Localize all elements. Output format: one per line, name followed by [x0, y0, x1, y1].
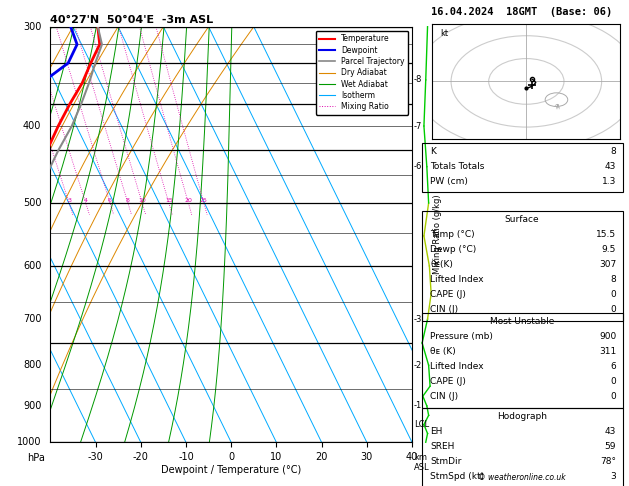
Text: CAPE (J): CAPE (J): [430, 290, 466, 299]
Text: 16.04.2024  18GMT  (Base: 06): 16.04.2024 18GMT (Base: 06): [431, 7, 613, 17]
Text: 59: 59: [604, 442, 616, 451]
Text: Hodograph: Hodograph: [497, 412, 547, 421]
Text: 300: 300: [23, 22, 42, 32]
Text: 3: 3: [67, 198, 71, 203]
Text: 500: 500: [23, 198, 42, 208]
Text: 0: 0: [610, 377, 616, 386]
Text: 8: 8: [610, 147, 616, 156]
Text: ⚗: ⚗: [554, 104, 560, 110]
Text: Lifted Index: Lifted Index: [430, 275, 484, 284]
Text: 6: 6: [108, 198, 112, 203]
Legend: Temperature, Dewpoint, Parcel Trajectory, Dry Adiabat, Wet Adiabat, Isotherm, Mi: Temperature, Dewpoint, Parcel Trajectory…: [316, 31, 408, 115]
Text: 15: 15: [165, 198, 173, 203]
Text: km
ASL: km ASL: [414, 452, 430, 472]
Text: -2: -2: [414, 361, 422, 370]
Text: 4: 4: [84, 198, 87, 203]
Text: 0: 0: [610, 305, 616, 314]
Text: SREH: SREH: [430, 442, 455, 451]
Text: 0: 0: [610, 392, 616, 401]
Text: Most Unstable: Most Unstable: [490, 317, 554, 326]
Text: 0: 0: [610, 290, 616, 299]
Text: -6: -6: [414, 162, 422, 171]
Text: CIN (J): CIN (J): [430, 392, 459, 401]
Text: CAPE (J): CAPE (J): [430, 377, 466, 386]
Text: hPa: hPa: [27, 452, 45, 463]
Text: kt: kt: [440, 29, 448, 38]
X-axis label: Dewpoint / Temperature (°C): Dewpoint / Temperature (°C): [161, 465, 301, 475]
Text: 600: 600: [23, 261, 42, 271]
Text: Pressure (mb): Pressure (mb): [430, 332, 493, 341]
Text: StmSpd (kt): StmSpd (kt): [430, 472, 484, 481]
Text: θᴇ (K): θᴇ (K): [430, 347, 456, 356]
Text: LCL: LCL: [414, 420, 429, 429]
Text: -1: -1: [414, 401, 422, 410]
Text: Mixing Ratio (g/kg): Mixing Ratio (g/kg): [433, 195, 442, 274]
Text: Dewp (°C): Dewp (°C): [430, 245, 476, 254]
Text: 307: 307: [599, 260, 616, 269]
Text: 43: 43: [605, 427, 616, 436]
Text: 1000: 1000: [17, 437, 42, 447]
Text: PW (cm): PW (cm): [430, 177, 468, 186]
Text: 3: 3: [610, 472, 616, 481]
Text: 6: 6: [610, 362, 616, 371]
Text: 900: 900: [23, 401, 42, 411]
Text: StmDir: StmDir: [430, 457, 462, 466]
Text: 900: 900: [599, 332, 616, 341]
Text: CIN (J): CIN (J): [430, 305, 459, 314]
Text: 15.5: 15.5: [596, 230, 616, 239]
Text: Temp (°C): Temp (°C): [430, 230, 475, 239]
Text: -7: -7: [414, 122, 422, 131]
Text: θᴇ(K): θᴇ(K): [430, 260, 453, 269]
Text: -3: -3: [414, 314, 422, 324]
Text: 9.5: 9.5: [602, 245, 616, 254]
Text: Totals Totals: Totals Totals: [430, 162, 484, 171]
Text: 700: 700: [23, 314, 42, 324]
Text: 20: 20: [184, 198, 192, 203]
Text: 10: 10: [138, 198, 146, 203]
Text: 78°: 78°: [600, 457, 616, 466]
Text: 800: 800: [23, 360, 42, 370]
Text: 8: 8: [610, 275, 616, 284]
Text: 1.3: 1.3: [602, 177, 616, 186]
Text: 43: 43: [605, 162, 616, 171]
Text: 311: 311: [599, 347, 616, 356]
Text: K: K: [430, 147, 436, 156]
Text: -8: -8: [414, 75, 422, 85]
Text: EH: EH: [430, 427, 442, 436]
Text: 400: 400: [23, 121, 42, 131]
Text: © weatheronline.co.uk: © weatheronline.co.uk: [478, 473, 566, 482]
Text: 25: 25: [200, 198, 208, 203]
Text: Surface: Surface: [504, 215, 540, 224]
Text: 40°27'N  50°04'E  -3m ASL: 40°27'N 50°04'E -3m ASL: [50, 15, 213, 25]
Text: Lifted Index: Lifted Index: [430, 362, 484, 371]
Text: 8: 8: [126, 198, 130, 203]
